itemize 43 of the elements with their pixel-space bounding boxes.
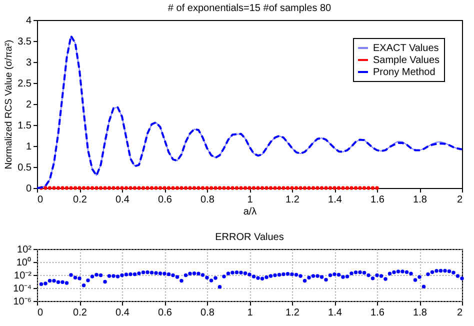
x-tick-label: 0.2 [73, 194, 88, 206]
y-tick-label: 3.5 [18, 36, 32, 48]
y-tick-label: 0.5 [18, 162, 32, 174]
x-tick-label: 0.8 [200, 194, 215, 206]
legend-label: Prony Method [373, 67, 436, 78]
x-tick-label: 0.2 [73, 308, 88, 318]
x-tick-label: 1.4 [328, 194, 342, 206]
y-axis-title: Normalized RCS Value (σ/πa²) [4, 40, 15, 170]
legend-label: Sample Values [373, 55, 440, 66]
chart-title: ERROR Values [215, 232, 284, 243]
chart-title: # of exponentials=15 #of samples 80 [168, 3, 332, 14]
y-tick-label: 3 [26, 58, 32, 68]
x-axis-title: a/λ [243, 206, 257, 218]
x-tick-label: 1.2 [286, 194, 300, 206]
x-tick-label: 0 [38, 308, 44, 318]
y-tick-label: 1.5 [18, 120, 32, 132]
x-tick-label: 1.2 [286, 308, 300, 318]
x-tick-label: 1.8 [413, 194, 428, 206]
x-tick-label: 0.4 [116, 308, 130, 318]
x-tick-label: 1 [247, 308, 254, 318]
y-tick-label: 10⁻² [14, 270, 32, 282]
y-tick-label: 4 [26, 16, 32, 26]
x-tick-label: 0 [38, 194, 44, 206]
y-tick-label: 10² [17, 244, 32, 256]
x-tick-label: 0.8 [200, 308, 215, 318]
x-tick-label: 0.4 [116, 194, 130, 206]
y-tick-label: 10⁻⁶ [13, 296, 32, 308]
x-tick-label: 1.8 [413, 308, 428, 318]
x-tick-label: 1.6 [370, 194, 385, 206]
x-tick-label: 0.6 [158, 194, 172, 206]
x-tick-label: 1.4 [328, 308, 342, 318]
x-tick-label: 1.6 [370, 308, 385, 318]
x-tick-label: 2 [456, 194, 463, 206]
y-tick-label: 2 [26, 100, 32, 110]
y-tick-label: 1 [26, 142, 32, 152]
y-tick-label: 10⁰ [16, 256, 32, 268]
x-tick-label: 2 [456, 308, 463, 318]
y-tick-label: 0 [26, 184, 32, 194]
legend-label: EXACT Values [373, 43, 439, 54]
y-tick-label: 10⁻⁴ [13, 284, 32, 294]
x-tick-label: 1 [247, 194, 254, 206]
y-tick-label: 2.5 [18, 78, 32, 90]
x-tick-label: 0.6 [158, 308, 172, 318]
